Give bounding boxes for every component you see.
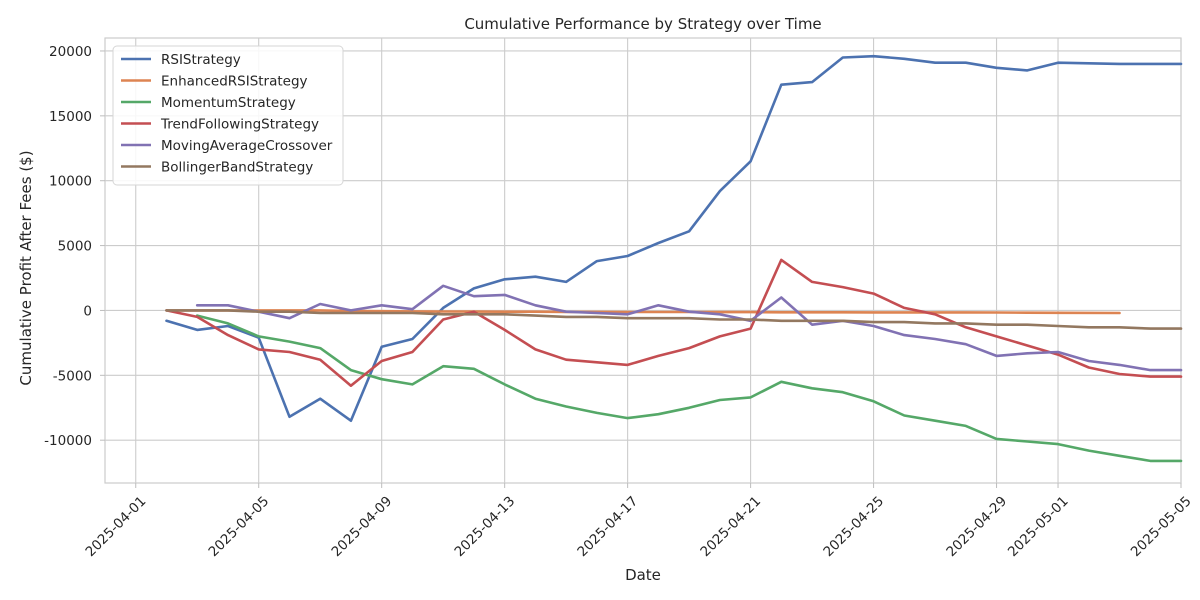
- series-line-TrendFollowingStrategy: [165, 258, 1183, 388]
- legend-label: BollingerBandStrategy: [161, 160, 313, 176]
- series-line-RSIStrategy: [165, 54, 1183, 423]
- series-line-EnhancedRSIStrategy: [165, 309, 1121, 315]
- legend: RSIStrategy EnhancedRSIStrategy MomentumSt…: [112, 45, 344, 186]
- x-tick-label: 2025-04-25: [820, 493, 887, 560]
- y-axis-label: Cumulative Profit After Fees ($): [17, 150, 35, 385]
- legend-label: RSIStrategy: [161, 52, 241, 68]
- legend-label: EnhancedRSIStrategy: [161, 74, 308, 90]
- plot-area-border: [104, 37, 1182, 484]
- series-layer: [165, 54, 1183, 463]
- x-tick-label: 2025-04-13: [451, 493, 518, 560]
- axes-frame: [104, 37, 1182, 484]
- legend-label: TrendFollowingStrategy: [160, 117, 319, 133]
- x-tick-label: 2025-04-01: [83, 493, 150, 560]
- y-tick-label: -10000: [44, 433, 92, 449]
- x-tick-label: 2025-04-21: [697, 493, 764, 560]
- y-tick-label: 15000: [49, 109, 92, 125]
- series-line-MomentumStrategy: [195, 314, 1183, 463]
- y-tick-label: 20000: [49, 44, 92, 60]
- x-tick-label: 2025-04-29: [943, 493, 1010, 560]
- y-tick-label: -5000: [53, 368, 92, 384]
- x-tick-label: 2025-05-01: [1005, 493, 1072, 560]
- legend-box: [112, 45, 344, 186]
- legend-label: MovingAverageCrossover: [161, 138, 333, 154]
- y-tick-label: 5000: [58, 239, 92, 255]
- x-tick-label: 2025-04-17: [574, 493, 641, 560]
- series-line-MovingAverageCrossover: [195, 284, 1183, 372]
- series-line-BollingerBandStrategy: [165, 309, 1183, 330]
- chart-title: Cumulative Performance by Strategy over …: [464, 15, 821, 33]
- legend-label: MomentumStrategy: [161, 95, 296, 111]
- x-axis-label: Date: [625, 566, 661, 584]
- x-tick-label: 2025-05-05: [1128, 493, 1195, 560]
- x-tick-label: 2025-04-05: [206, 493, 273, 560]
- x-tick-label: 2025-04-09: [328, 493, 395, 560]
- y-tick-label: 10000: [49, 174, 92, 190]
- y-tick-label: 0: [83, 303, 92, 319]
